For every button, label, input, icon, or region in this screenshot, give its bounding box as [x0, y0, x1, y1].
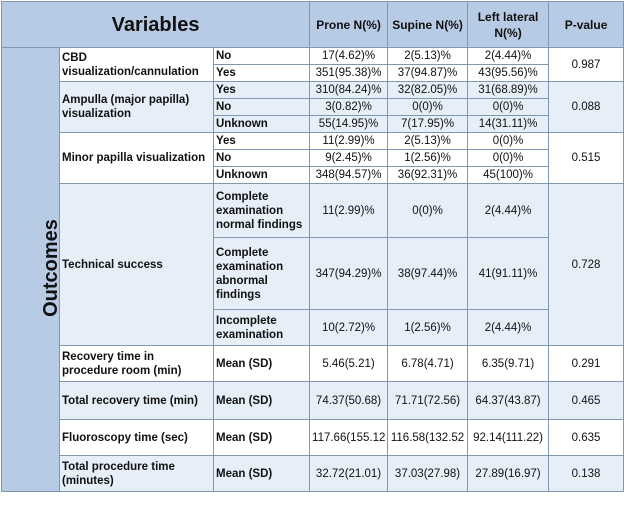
- p-value-cell: 0.987: [548, 47, 624, 82]
- supine-cell: 6.78(4.71): [387, 345, 469, 382]
- prone-cell: 11(2.99)%: [309, 132, 389, 150]
- variable-cell: Technical success: [59, 183, 214, 346]
- variable-cell: Total recovery time (min): [59, 381, 214, 420]
- supine-cell: 37(94.87)%: [387, 64, 469, 82]
- left-lateral-cell: 27.89(16.97): [467, 455, 550, 492]
- outcomes-table: Variables Prone N(%) Supine N(%) Left la…: [0, 1, 624, 492]
- header-variables: Variables: [0, 1, 311, 48]
- p-value-cell: 0.635: [548, 419, 624, 456]
- level-cell: Complete examination abnormal findings: [212, 237, 311, 310]
- level-cell: Mean (SD): [212, 381, 311, 420]
- left-lateral-cell: 2(4.44)%: [467, 47, 550, 65]
- p-value-cell: 0.728: [548, 183, 624, 346]
- variable-cell: Fluoroscopy time (sec): [59, 419, 214, 456]
- left-lateral-cell: 0(0)%: [467, 98, 550, 116]
- level-cell: Yes: [212, 64, 311, 82]
- header-p-value: P-value: [548, 1, 624, 48]
- left-lateral-cell: 64.37(43.87): [467, 381, 550, 420]
- left-lateral-cell: 92.14(111.22): [467, 419, 550, 456]
- prone-cell: 17(4.62)%: [309, 47, 389, 65]
- p-value-cell: 0.088: [548, 81, 624, 133]
- prone-cell: 11(2.99)%: [309, 183, 389, 238]
- supine-cell: 7(17.95)%: [387, 115, 469, 133]
- supine-cell: 1(2.56)%: [387, 309, 469, 346]
- prone-cell: 117.66(155.12: [309, 419, 389, 456]
- level-cell: Yes: [212, 132, 311, 150]
- supine-cell: 36(92.31)%: [387, 166, 469, 184]
- left-lateral-cell: 14(31.11)%: [467, 115, 550, 133]
- prone-cell: 347(94.29)%: [309, 237, 389, 310]
- supine-cell: 71.71(72.56): [387, 381, 469, 420]
- supine-cell: 32(82.05)%: [387, 81, 469, 99]
- left-lateral-cell: 43(95.56)%: [467, 64, 550, 82]
- supine-cell: 1(2.56)%: [387, 149, 469, 167]
- p-value-cell: 0.465: [548, 381, 624, 420]
- variable-cell: CBD visualization/cannulation: [59, 47, 214, 82]
- prone-cell: 32.72(21.01): [309, 455, 389, 492]
- level-cell: Mean (SD): [212, 419, 311, 456]
- p-value-cell: 0.138: [548, 455, 624, 492]
- supine-cell: 0(0)%: [387, 98, 469, 116]
- level-cell: Incomplete examination: [212, 309, 311, 346]
- level-cell: No: [212, 98, 311, 116]
- outcomes-group-label: Outcomes: [1, 47, 60, 492]
- level-cell: Mean (SD): [212, 345, 311, 382]
- header-prone: Prone N(%): [309, 1, 389, 48]
- left-lateral-cell: 31(68.89)%: [467, 81, 550, 99]
- supine-cell: 38(97.44)%: [387, 237, 469, 310]
- level-cell: Complete examination normal findings: [212, 183, 311, 238]
- level-cell: Unknown: [212, 115, 311, 133]
- level-cell: Mean (SD): [212, 455, 311, 492]
- header-left-lateral: Left lateral N(%): [467, 1, 550, 48]
- p-value-cell: 0.515: [548, 132, 624, 184]
- left-lateral-cell: 41(91.11)%: [467, 237, 550, 310]
- supine-cell: 116.58(132.52: [387, 419, 469, 456]
- outcomes-label-text: Outcomes: [39, 219, 60, 317]
- supine-cell: 37.03(27.98): [387, 455, 469, 492]
- level-cell: Unknown: [212, 166, 311, 184]
- prone-cell: 348(94.57)%: [309, 166, 389, 184]
- variable-cell: Minor papilla visualization: [59, 132, 214, 184]
- prone-cell: 5.46(5.21): [309, 345, 389, 382]
- left-lateral-cell: 0(0)%: [467, 132, 550, 150]
- left-lateral-cell: 2(4.44)%: [467, 309, 550, 346]
- p-value-cell: 0.291: [548, 345, 624, 382]
- level-cell: No: [212, 47, 311, 65]
- left-lateral-cell: 6.35(9.71): [467, 345, 550, 382]
- prone-cell: 3(0.82)%: [309, 98, 389, 116]
- left-lateral-cell: 45(100)%: [467, 166, 550, 184]
- prone-cell: 74.37(50.68): [309, 381, 389, 420]
- supine-cell: 0(0)%: [387, 183, 469, 238]
- header-supine: Supine N(%): [387, 1, 469, 48]
- left-lateral-cell: 0(0)%: [467, 149, 550, 167]
- level-cell: Yes: [212, 81, 311, 99]
- left-lateral-cell: 2(4.44)%: [467, 183, 550, 238]
- supine-cell: 2(5.13)%: [387, 47, 469, 65]
- prone-cell: 10(2.72)%: [309, 309, 389, 346]
- prone-cell: 310(84.24)%: [309, 81, 389, 99]
- variable-cell: Total procedure time (minutes): [59, 455, 214, 492]
- variable-cell: Recovery time in procedure room (min): [59, 345, 214, 382]
- prone-cell: 9(2.45)%: [309, 149, 389, 167]
- prone-cell: 55(14.95)%: [309, 115, 389, 133]
- prone-cell: 351(95.38)%: [309, 64, 389, 82]
- supine-cell: 2(5.13)%: [387, 132, 469, 150]
- variable-cell: Ampulla (major papilla) visualization: [59, 81, 214, 133]
- level-cell: No: [212, 149, 311, 167]
